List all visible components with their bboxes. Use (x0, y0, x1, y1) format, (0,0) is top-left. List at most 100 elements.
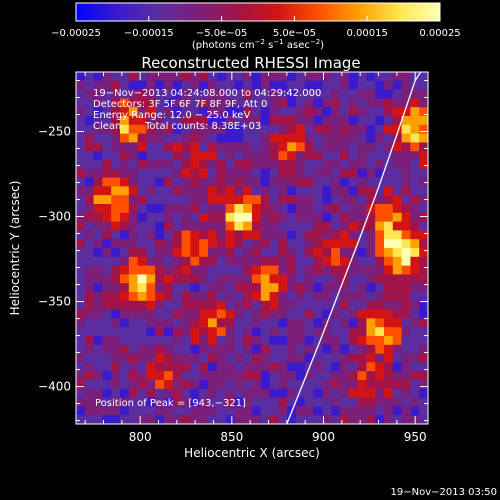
heatmap-cell (375, 300, 385, 311)
heatmap-cell (137, 327, 147, 337)
heatmap-cell (357, 195, 367, 205)
heatmap-cell (93, 221, 103, 231)
heatmap-cell (146, 353, 156, 363)
heatmap-cell (146, 336, 156, 346)
heatmap-cell (181, 72, 191, 82)
heatmap-cell (208, 98, 218, 108)
heatmap-cell (419, 397, 428, 407)
heatmap-cell (225, 116, 235, 126)
heatmap-cell (84, 265, 95, 275)
heatmap-cell (146, 116, 156, 126)
heatmap-cell (216, 380, 227, 390)
heatmap-cell (278, 336, 288, 346)
heatmap-cell (137, 397, 147, 407)
heatmap-cell (243, 353, 253, 363)
heatmap-cell (181, 362, 191, 372)
heatmap-cell (348, 177, 359, 187)
heatmap-cell (419, 72, 428, 82)
heatmap-cell (84, 160, 95, 170)
heatmap-cell (102, 362, 112, 372)
heatmap-cell (392, 177, 403, 187)
heatmap-cell (252, 380, 262, 390)
heatmap-cell (243, 406, 253, 416)
heatmap-cell (375, 107, 385, 117)
heatmap-cell (181, 371, 191, 381)
heatmap-cell (216, 336, 227, 346)
heatmap-cell (419, 362, 428, 372)
heatmap-cell (340, 300, 350, 311)
heatmap-cell (366, 160, 376, 170)
heatmap-cell (234, 300, 244, 311)
heatmap-cell (216, 221, 227, 231)
heatmap-cell (401, 116, 411, 126)
heatmap-cell (322, 204, 332, 214)
heatmap-cell (102, 204, 112, 214)
heatmap-cell (172, 133, 183, 143)
heatmap-cell (128, 230, 139, 240)
heatmap-cell (260, 318, 271, 328)
heatmap-cell (181, 151, 191, 161)
heatmap-cell (190, 362, 200, 372)
heatmap-cell (375, 327, 385, 337)
heatmap-cell (128, 362, 139, 372)
heatmap-cell (199, 327, 209, 337)
heatmap-cell (278, 89, 288, 99)
heatmap-cell (366, 327, 376, 337)
heatmap-cell (322, 336, 332, 346)
heatmap-cell (111, 195, 121, 205)
heatmap-cell (111, 274, 121, 284)
heatmap-cell (155, 116, 165, 126)
heatmap-cell (93, 89, 103, 99)
heatmap-cell (401, 256, 411, 267)
heatmap-cell (102, 221, 112, 231)
heatmap-cell (172, 142, 183, 152)
heatmap-cell (392, 344, 403, 355)
heatmap-cell (128, 248, 139, 258)
heatmap-cell (199, 415, 209, 424)
heatmap-cell (76, 212, 86, 223)
heatmap-cell (208, 89, 218, 99)
heatmap-cell (199, 89, 209, 99)
heatmap-cell (269, 380, 279, 390)
y-tick-label: −400 (38, 380, 71, 394)
heatmap-cell (111, 318, 121, 328)
heatmap-cell (313, 380, 323, 390)
heatmap-cell (357, 265, 367, 275)
heatmap-cell (216, 256, 227, 267)
heatmap-cell (313, 142, 323, 152)
heatmap-cell (93, 107, 103, 117)
heatmap-cell (172, 256, 183, 267)
heatmap-cell (199, 107, 209, 117)
heatmap-cell (287, 80, 297, 91)
heatmap-cell (146, 195, 156, 205)
heatmap-cell (216, 98, 227, 108)
heatmap-cell (234, 353, 244, 363)
heatmap-cell (401, 239, 411, 249)
heatmap-cell (331, 212, 341, 223)
heatmap-cell (111, 327, 121, 337)
heatmap-cell (146, 292, 156, 302)
heatmap-cell (111, 248, 121, 258)
heatmap-cell (304, 80, 315, 91)
heatmap-cell (199, 248, 209, 258)
heatmap-cell (164, 98, 174, 108)
heatmap-cell (243, 371, 253, 381)
heatmap-cell (366, 397, 376, 407)
heatmap-cell (384, 80, 394, 91)
heatmap-cell (172, 362, 183, 372)
heatmap-cell (243, 336, 253, 346)
heatmap-cell (410, 142, 420, 152)
heatmap-cell (199, 124, 209, 135)
heatmap-cell (392, 380, 403, 390)
heatmap-cell (304, 204, 315, 214)
heatmap-cell (93, 371, 103, 381)
heatmap-cell (84, 283, 95, 293)
heatmap-cell (84, 248, 95, 258)
heatmap-cell (172, 300, 183, 311)
heatmap-cell (340, 406, 350, 416)
heatmap-cell (384, 72, 394, 82)
heatmap-cell (93, 116, 103, 126)
heatmap-cell (304, 239, 315, 249)
heatmap-cell (208, 265, 218, 275)
heatmap-cell (76, 292, 86, 302)
